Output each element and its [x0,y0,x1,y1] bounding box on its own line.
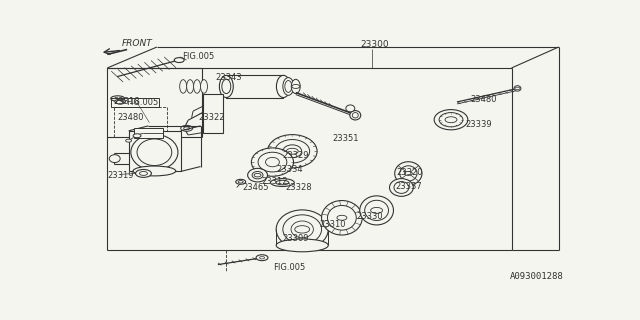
Text: 23343: 23343 [215,73,241,82]
Text: 23480: 23480 [117,113,144,122]
Ellipse shape [276,210,328,249]
Ellipse shape [187,80,193,93]
Ellipse shape [395,162,422,185]
Text: FIG.005: FIG.005 [182,52,214,61]
Text: FIG.005: FIG.005 [125,99,158,108]
Text: 23320: 23320 [396,168,423,177]
Bar [111,98,159,108]
Ellipse shape [137,139,172,165]
Ellipse shape [346,105,355,112]
Circle shape [236,179,246,184]
Ellipse shape [514,86,521,91]
Text: 23310: 23310 [319,220,346,229]
Ellipse shape [434,110,468,130]
Text: 23322: 23322 [198,113,225,122]
Bar [227,75,284,98]
Circle shape [136,170,152,177]
Text: 23337: 23337 [395,182,422,191]
Circle shape [180,125,193,131]
Text: 23330: 23330 [356,212,383,221]
Circle shape [371,207,383,213]
Circle shape [337,215,347,220]
Ellipse shape [291,79,300,93]
Ellipse shape [283,77,294,95]
Text: 23309: 23309 [282,234,309,243]
Text: 23334: 23334 [276,165,303,174]
Ellipse shape [115,99,125,104]
Circle shape [174,58,184,62]
Text: 23300: 23300 [360,41,389,50]
Ellipse shape [111,96,125,101]
Ellipse shape [328,205,356,230]
Text: FIG.005: FIG.005 [273,262,306,272]
Ellipse shape [365,200,388,220]
Ellipse shape [193,80,200,93]
Ellipse shape [283,215,321,244]
Ellipse shape [360,196,394,225]
Bar [134,128,163,138]
Text: 23339: 23339 [466,120,493,129]
Circle shape [116,100,124,104]
Text: FRONT: FRONT [122,39,153,48]
Ellipse shape [276,75,291,98]
Circle shape [254,173,261,177]
Ellipse shape [200,80,207,93]
Circle shape [445,117,457,123]
Circle shape [256,255,268,261]
Bar [129,131,180,172]
Ellipse shape [248,168,268,182]
Ellipse shape [220,75,233,98]
Text: 23319: 23319 [108,171,134,180]
Circle shape [404,172,412,175]
Bar [203,94,223,132]
Text: 23351: 23351 [332,134,358,143]
Ellipse shape [350,111,361,120]
Text: 23465: 23465 [243,183,269,192]
Ellipse shape [390,179,413,196]
Circle shape [295,226,310,233]
Text: 23328: 23328 [286,183,312,192]
Ellipse shape [439,113,463,127]
Circle shape [133,134,141,138]
Ellipse shape [133,166,176,176]
Ellipse shape [131,134,178,170]
Ellipse shape [180,80,187,93]
Ellipse shape [271,179,294,187]
Text: 23329: 23329 [282,151,309,160]
Text: 23318: 23318 [114,97,140,106]
Ellipse shape [276,239,328,252]
Circle shape [286,148,298,154]
Ellipse shape [268,135,317,168]
Text: 23480: 23480 [471,95,497,105]
Text: 23312: 23312 [261,177,287,186]
Text: A093001288: A093001288 [509,272,563,281]
Ellipse shape [252,148,294,176]
Ellipse shape [321,201,362,235]
Circle shape [125,139,132,142]
Ellipse shape [109,155,120,163]
